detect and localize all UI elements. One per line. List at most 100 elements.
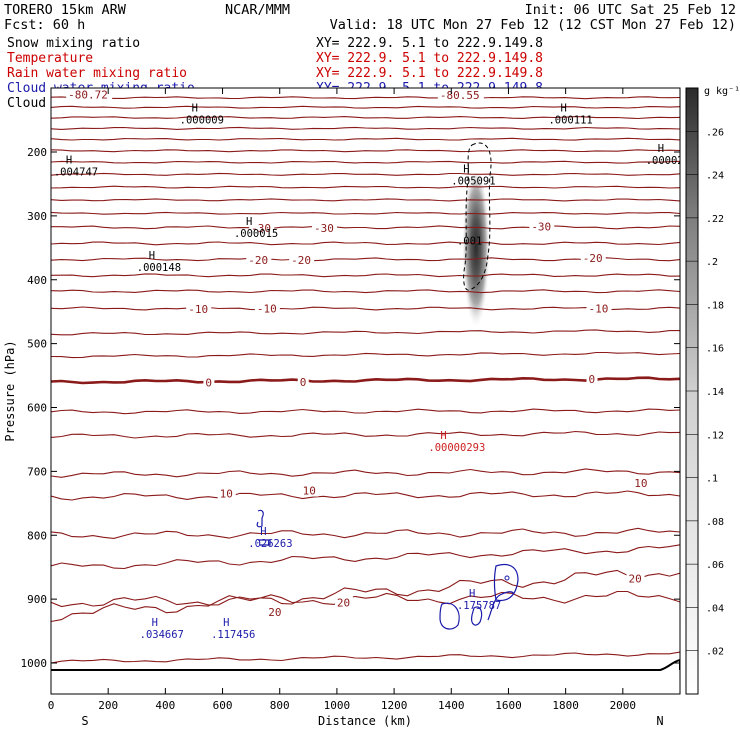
- temperature-contour: [51, 569, 680, 623]
- temperature-label-text: -20: [583, 252, 603, 265]
- temperature-label-text: -30: [314, 222, 334, 235]
- ice-contour: [463, 142, 492, 291]
- snow-maximum-value: .004747: [54, 167, 98, 179]
- temperature-label: -30: [312, 222, 338, 235]
- colorbar-tick-label: .1: [706, 474, 718, 485]
- cloud-water-contour: [256, 509, 264, 528]
- temperature-contour: [51, 273, 680, 278]
- cloud-water-maximum-value: .175787: [457, 600, 501, 612]
- legend-xy: XY= 222.9. 5.1 to 222.9.149.8: [316, 51, 543, 66]
- x-tick-label: 600: [213, 699, 233, 712]
- temperature-label-bg: [297, 375, 309, 388]
- temperature-contour: [51, 149, 680, 153]
- temperature-label-text: 0: [205, 377, 212, 390]
- temperature-label: 10: [632, 476, 651, 490]
- temperature-label-bg: [289, 253, 315, 266]
- cloud-water-maximum-marker: H: [223, 617, 229, 629]
- y-tick-label: 700: [27, 465, 47, 478]
- x-tick-label: 0: [48, 699, 55, 712]
- temperature-contour: [51, 651, 680, 664]
- temperature-contour: [51, 468, 680, 478]
- temperature-label: -80.55: [437, 89, 484, 102]
- temperature-contour: [51, 105, 680, 109]
- temperature-label-text: -20: [248, 254, 268, 267]
- snow-maximum-value: .000015: [234, 228, 278, 240]
- temperature-label-bg: [246, 253, 272, 266]
- snow-maximum-value: .000009: [180, 114, 224, 126]
- snow-maximum-marker: H: [66, 155, 72, 167]
- temperature-label-bg: [632, 476, 651, 489]
- temperature-label-bg: [586, 372, 598, 385]
- temperature-label: 20: [626, 572, 645, 586]
- x-tick-label: 1800: [552, 699, 579, 712]
- snow-maximum-value: .00002: [646, 155, 684, 167]
- cloud-water-contour: [493, 563, 519, 602]
- rain-maximum-value: .00000293: [428, 442, 485, 454]
- temperature-label: 20: [334, 596, 353, 609]
- temperature-contour: [51, 306, 680, 311]
- cloud-water-maximum-value: .034667: [140, 629, 184, 641]
- temperature-label-bg: [626, 572, 645, 585]
- cloud-water-maximum-marker: H: [469, 588, 475, 600]
- temperature-label-text: 10: [634, 477, 647, 490]
- temperature-label: -30: [249, 222, 275, 235]
- legend-xy: XY= 222.9. 5.1 to 222.9.149.8: [316, 36, 543, 51]
- temperature-contour: [51, 96, 680, 100]
- temperature-label-text: -10: [257, 302, 277, 315]
- temperature-contour: [51, 590, 680, 608]
- temperature-contour: [51, 257, 680, 262]
- y-tick-label: 900: [27, 593, 47, 606]
- temperature-contour: [51, 172, 680, 176]
- snow-maximum-marker: H: [560, 102, 566, 114]
- colorbar-tick-label: .04: [706, 603, 724, 614]
- temperature-label-text: -10: [589, 302, 609, 315]
- temperature-label-text: 0: [300, 376, 307, 389]
- temperature-contour: [51, 185, 680, 189]
- temperature-contour: [51, 351, 680, 359]
- temperature-contour: [51, 490, 680, 501]
- cloud-water-contour: [258, 539, 271, 546]
- y-tick-label: 200: [27, 146, 47, 159]
- temperature-label-bg: [586, 302, 612, 315]
- x-tick-label: 1200: [381, 699, 408, 712]
- temperature-label: -10: [254, 302, 280, 315]
- temperature-label-bg: [334, 596, 353, 609]
- temperature-label: -20: [246, 253, 272, 267]
- temperature-label-bg: [437, 89, 484, 102]
- temperature-label-bg: [186, 303, 212, 316]
- cloud-water-maximum-value: .117456: [211, 629, 255, 641]
- cloud-ice-contour: [463, 142, 492, 291]
- temperature-label-text: 20: [629, 573, 642, 586]
- legend-label: Snow mixing ratio: [7, 36, 140, 51]
- cloud-water-contour: [439, 602, 460, 630]
- temperature-label: -10: [586, 302, 612, 315]
- y-tick-label: 600: [27, 402, 47, 415]
- temperature-label-text: 10: [303, 485, 316, 498]
- temperature-label-bg: [217, 487, 236, 500]
- temperature-label: -20: [289, 253, 315, 267]
- snow-maximum-marker: H: [149, 250, 155, 262]
- temperature-label-text: -20: [291, 254, 311, 267]
- temperature-label-bg: [529, 220, 555, 233]
- legend-label: Temperature: [7, 51, 93, 66]
- temperature-label-text: -30: [531, 221, 551, 234]
- north-endpoint: N: [656, 714, 663, 728]
- x-tick-label: 200: [98, 699, 118, 712]
- y-tick-label: 300: [27, 210, 47, 223]
- colorbar-tick-label: .24: [706, 171, 724, 182]
- model-title: TORERO 15km ARW: [4, 2, 127, 18]
- temperature-contour: [51, 126, 680, 130]
- temperature-label: -10: [186, 303, 212, 316]
- temperature-label-text: -10: [188, 303, 208, 316]
- forecast-hour: Fcst: 60 h: [4, 17, 85, 33]
- y-tick-label: 1000: [21, 657, 48, 670]
- temperature-label-bg: [249, 222, 275, 235]
- colorbar-tick-label: .18: [706, 300, 724, 311]
- temperature-contour: [51, 376, 680, 385]
- temperature-contour: [51, 198, 680, 202]
- cloud-water-maximum-value: .026263: [248, 538, 292, 550]
- legend-label: Rain water mixing ratio: [7, 66, 187, 81]
- temperature-label-bg: [580, 252, 606, 265]
- temperature-label-bg: [266, 605, 285, 618]
